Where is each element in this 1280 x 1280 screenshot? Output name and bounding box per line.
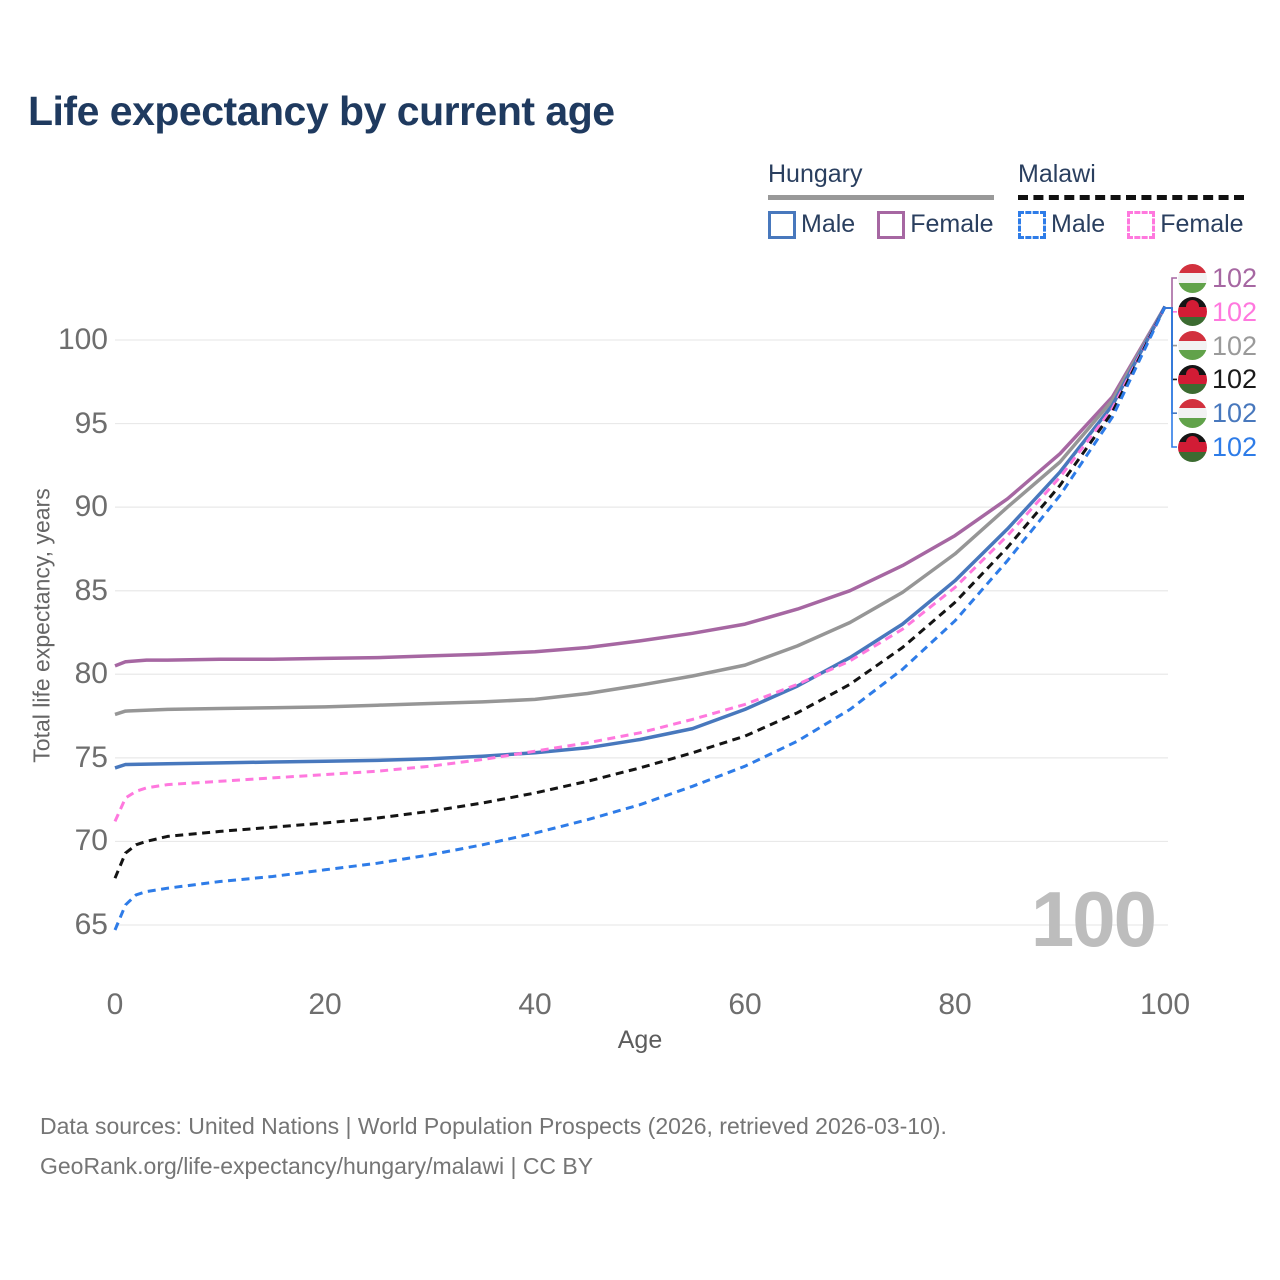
- y-tick-85: 85: [74, 573, 108, 607]
- series-lines: [113, 305, 1167, 931]
- footer-data-sources: Data sources: United Nations | World Pop…: [40, 1113, 947, 1139]
- x-tick-80: 80: [938, 988, 972, 1021]
- checkbox-hungary-female-icon[interactable]: [877, 210, 906, 239]
- end-value-malawi-male: 102: [1212, 432, 1258, 462]
- series-line-malawi-female: [113, 305, 1167, 823]
- footer: Data sources: United Nations | World Pop…: [40, 1106, 947, 1186]
- legend-label-hungary-female: Female: [910, 210, 994, 238]
- malawi-sun-icon: [1186, 300, 1199, 308]
- checkbox-malawi-male-icon[interactable]: [1018, 210, 1046, 239]
- end-value-hungary-total: 102: [1212, 330, 1258, 361]
- x-tick-20: 20: [308, 988, 342, 1021]
- end-value-malawi-female: 102: [1212, 296, 1258, 327]
- x-tick-0: 0: [106, 988, 124, 1021]
- checkbox-hungary-male-icon[interactable]: [768, 210, 796, 239]
- y-tick-95: 95: [74, 406, 108, 440]
- series-line-malawi-total: [113, 305, 1167, 879]
- hungary-flag-icon: [1178, 263, 1207, 293]
- legend-hungary-solid-line-sample: [768, 195, 994, 200]
- x-tick-60: 60: [728, 988, 762, 1021]
- legend-country-hungary: Hungary: [768, 160, 863, 188]
- gridlines: [115, 339, 1168, 926]
- x-axis-title: Age: [617, 1026, 663, 1054]
- end-value-hungary-female: 102: [1212, 263, 1258, 293]
- connector-malawi-male: [1165, 307, 1177, 448]
- series-line-malawi-male: [113, 305, 1167, 931]
- legend-item-malawi-male[interactable]: Male: [1018, 210, 1105, 239]
- legend-item-hungary-female[interactable]: Female: [877, 210, 994, 239]
- age-counter-watermark: 100: [1030, 875, 1157, 963]
- malawi-flag-icon: [1178, 364, 1207, 394]
- y-tick-90: 90: [74, 490, 108, 524]
- page-title: Life expectancy by current age: [28, 88, 615, 134]
- y-tick-75: 75: [74, 740, 108, 774]
- malawi-flag-icon: [1178, 432, 1207, 462]
- connector-hungary-female: [1165, 277, 1177, 309]
- legend-label-malawi-female: Female: [1160, 210, 1244, 238]
- hungary-flag-icon: [1178, 331, 1207, 361]
- y-tick-65: 65: [74, 908, 108, 941]
- malawi-flag-icon: [1178, 297, 1207, 327]
- y-tick-70: 70: [74, 824, 108, 858]
- end-value-malawi-total: 102: [1212, 364, 1258, 395]
- series-line-hungary-female: [114, 305, 1167, 668]
- legend-country-malawi: Malawi: [1018, 160, 1096, 188]
- hungary-flag-icon: [1178, 398, 1207, 428]
- x-tick-40: 40: [518, 988, 552, 1021]
- legend-label-hungary-male: Male: [801, 210, 856, 238]
- legend-label-malawi-male: Male: [1051, 210, 1106, 238]
- legend-group-malawi: Malawi Male Female: [1018, 160, 1244, 239]
- checkbox-malawi-female-icon[interactable]: [1127, 210, 1156, 239]
- connector-hungary-male: [1165, 307, 1177, 414]
- x-tick-100: 100: [1139, 988, 1191, 1021]
- y-tick-100: 100: [57, 323, 108, 356]
- malawi-sun-icon: [1186, 367, 1199, 375]
- end-label-connectors: [1165, 277, 1177, 448]
- legend-item-hungary-male[interactable]: Male: [768, 210, 855, 239]
- legend-malawi-dashed-line-sample: [1018, 195, 1244, 200]
- end-value-hungary-male: 102: [1212, 398, 1258, 429]
- series-line-hungary-total: [114, 305, 1167, 717]
- y-axis-title: Total life expectancy, years: [28, 488, 55, 763]
- series-line-hungary-male: [114, 305, 1167, 770]
- y-tick-80: 80: [74, 657, 108, 691]
- legend-item-malawi-female[interactable]: Female: [1127, 210, 1244, 239]
- legend-group-hungary: Hungary Male Female: [768, 160, 994, 239]
- connector-malawi-total: [1165, 307, 1177, 381]
- malawi-sun-icon: [1186, 435, 1199, 443]
- footer-attribution: GeoRank.org/life-expectancy/hungary/mala…: [40, 1153, 594, 1179]
